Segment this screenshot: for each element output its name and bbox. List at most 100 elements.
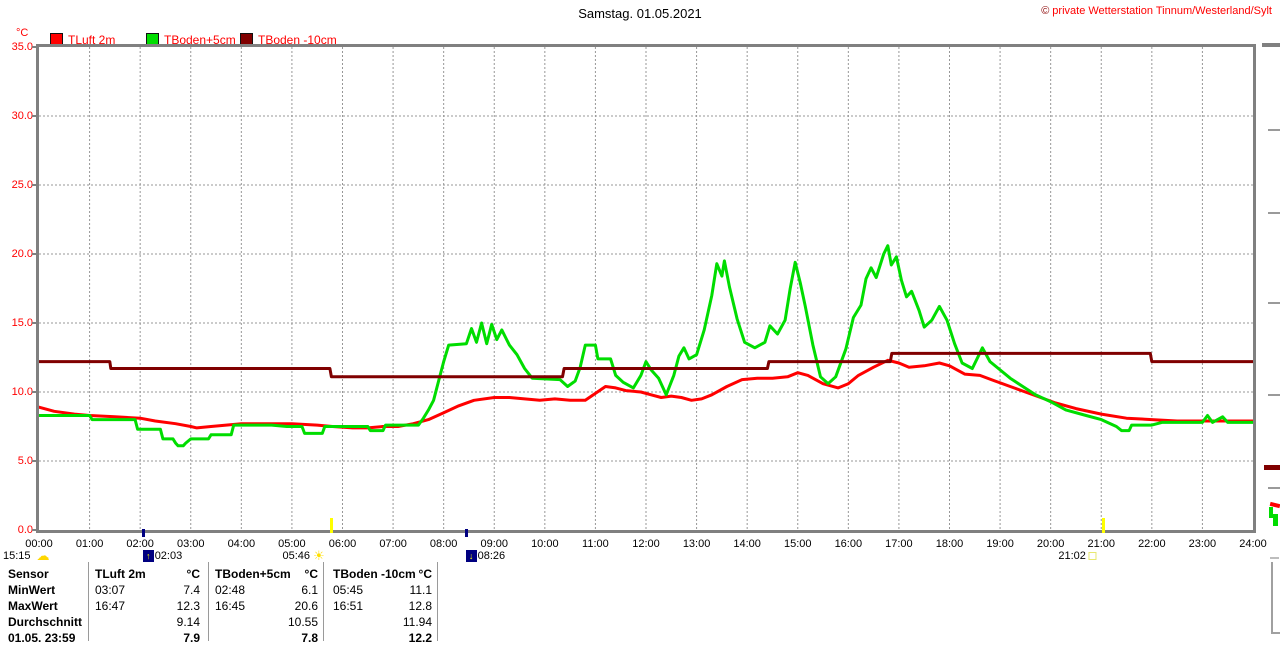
- fragment-green-line: [1269, 507, 1273, 518]
- copyright-text: private Wetterstation Tinnum/Westerland/…: [1052, 5, 1272, 17]
- x-axis-tick-label: 00:00: [25, 538, 53, 550]
- sunset-icon: [1088, 552, 1097, 560]
- x-axis-tick-label: 24:00: [1239, 538, 1267, 550]
- stats-cell-value: 7.9: [183, 631, 200, 645]
- x-axis-tick-label: 08:00: [429, 538, 458, 550]
- y-axis-tick-label: 30.0: [11, 110, 33, 122]
- y-axis-tick-label: 5.0: [17, 455, 33, 467]
- legend-label: TBoden+5cm: [164, 33, 236, 47]
- x-axis-tick-label: 18:00: [935, 538, 964, 550]
- x-axis-tick-label: 23:00: [1188, 538, 1217, 550]
- y-axis-tick-label: 0.0: [17, 524, 33, 536]
- fragment-gridline-stub: [1268, 212, 1280, 214]
- stats-cell-time: 03:07: [95, 583, 126, 597]
- event-item: 15:15 ☁: [3, 548, 50, 563]
- fragment-table-border: [1271, 632, 1280, 634]
- fragment-green-line: [1273, 514, 1278, 526]
- x-axis-tick-label: 09:00: [480, 538, 509, 550]
- stats-cell-time: 05:45: [333, 583, 364, 597]
- page-title: Samstag. 01.05.2021: [578, 6, 702, 21]
- stats-row-label: MinWert: [8, 583, 56, 597]
- fragment-maroon-line: [1264, 465, 1280, 470]
- fragment-top-border: [1262, 43, 1280, 47]
- x-axis-tick-label: 14:00: [733, 538, 761, 550]
- stats-cell-value: 7.4: [183, 583, 200, 597]
- x-axis-tick-label: 21:00: [1087, 538, 1116, 550]
- event-axis-tick: [141, 529, 145, 537]
- event-item: ↓ 08:26: [465, 550, 505, 563]
- moonset-icon: ↓: [465, 550, 477, 562]
- stats-cell-time: 16:51: [333, 599, 364, 613]
- x-axis-tick-label: 11:00: [582, 538, 609, 550]
- x-axis-tick-label: 16:00: [834, 538, 863, 550]
- y-axis-unit-label: °C: [16, 27, 29, 39]
- legend-label: TLuft 2m: [68, 33, 116, 47]
- event-axis-tick: [1101, 518, 1105, 533]
- x-axis-tick-label: 13:00: [682, 538, 711, 550]
- axis-frame: [36, 44, 1256, 533]
- stats-row-label: Sensor: [8, 567, 49, 581]
- stats-cell-time: 02:48: [215, 583, 246, 597]
- x-axis-tick-label: 03:00: [176, 538, 205, 550]
- x-axis-tick-label: 07:00: [379, 538, 407, 550]
- event-time: 15:15: [3, 550, 31, 562]
- stats-cell-value: 7.8: [301, 631, 318, 645]
- stats-cell-time: 16:47: [95, 599, 126, 613]
- temperature-series-tboden-5cm: [37, 244, 1255, 448]
- legend-item: TLuft 2m: [50, 31, 116, 47]
- event-item: 21:02: [1058, 550, 1097, 563]
- stats-cell-time: TBoden -10cm: [333, 567, 416, 581]
- stats-table-divider: [437, 562, 438, 641]
- y-axis-tick-label: 15.0: [11, 317, 33, 329]
- y-axis-tick-label: 10.0: [11, 386, 33, 398]
- sun-icon: ☀: [313, 548, 325, 563]
- stats-cell-value: 12.2: [408, 631, 432, 645]
- stats-cell-value: 12.8: [408, 599, 432, 613]
- x-axis-tick-label: 15:00: [783, 538, 812, 550]
- stats-row-label: Durchschnitt: [8, 615, 83, 629]
- temperature-series-tboden-10cm: [37, 351, 1255, 379]
- event-item: 05:46 ☀: [282, 548, 325, 563]
- stats-cell-value: 9.14: [176, 615, 200, 629]
- stats-cell-time: TBoden+5cm: [215, 567, 291, 581]
- stats-cell-time: 16:45: [215, 599, 246, 613]
- y-axis-tick-label: 25.0: [11, 179, 33, 191]
- stats-cell-value: 20.6: [294, 599, 318, 613]
- x-axis-tick-label: 05:00: [278, 538, 306, 550]
- x-axis-tick-label: 02:00: [126, 538, 154, 550]
- fragment-table-dash: [1270, 557, 1279, 559]
- fragment-gridline-stub: [1268, 302, 1280, 304]
- stats-cell-value: 10.55: [287, 615, 318, 629]
- x-axis-tick-label: 04:00: [227, 538, 256, 550]
- copyright-notice: © private Wetterstation Tinnum/Westerland…: [1041, 5, 1272, 17]
- event-time: 21:02: [1058, 550, 1086, 562]
- cloud-icon: ☁: [36, 548, 50, 563]
- stats-cell-value: 11.1: [409, 583, 432, 597]
- x-axis-tick-label: 10:00: [531, 538, 559, 550]
- moonrise-icon: ↑: [142, 550, 154, 562]
- x-axis-tick-label: 20:00: [1036, 538, 1065, 550]
- fragment-gridline-stub: [1268, 394, 1280, 396]
- stats-cell-value: °C: [418, 567, 432, 581]
- fragment-table-border: [1271, 562, 1273, 634]
- temperature-series-tluft-2m: [37, 358, 1255, 430]
- chart-plot: [32, 44, 1256, 533]
- fragment-gridline-stub: [1268, 487, 1280, 489]
- x-axis-tick-label: 22:00: [1138, 538, 1166, 550]
- x-axis-tick-label: 12:00: [632, 538, 660, 550]
- stats-table-divider: [208, 562, 209, 641]
- fragment-gridline-stub: [1268, 129, 1280, 131]
- stats-cell-value: °C: [186, 567, 200, 581]
- stats-row-label: MaxWert: [8, 599, 58, 613]
- copyright-symbol-icon: ©: [1041, 5, 1050, 17]
- stats-cell-value: °C: [304, 567, 318, 581]
- event-time: 05:46: [282, 550, 311, 562]
- event-axis-tick: [464, 529, 468, 537]
- event-time: 02:03: [154, 550, 183, 562]
- stats-row-label: 01.05. 23:59: [8, 631, 76, 645]
- y-axis-tick-label: 20.0: [11, 248, 33, 260]
- event-item: ↑ 02:03: [142, 550, 183, 563]
- x-axis-tick-label: 01:00: [75, 538, 104, 550]
- stats-table-divider: [88, 562, 89, 641]
- x-axis-tick-label: 06:00: [328, 538, 357, 550]
